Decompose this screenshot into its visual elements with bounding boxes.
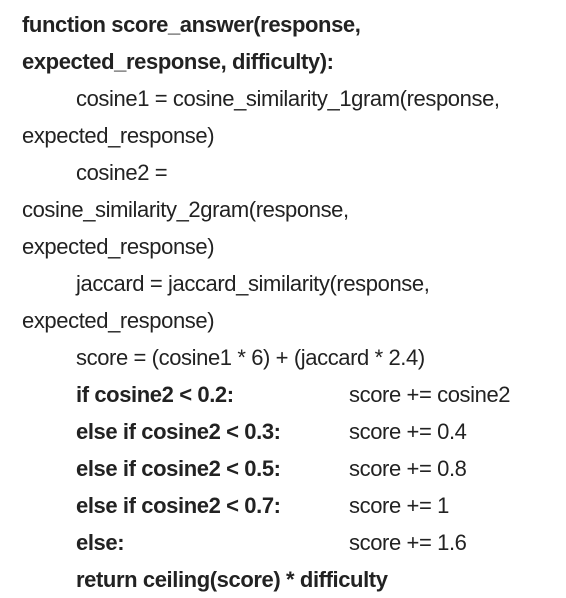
branch-condition: if cosine2 < 0.2: — [76, 376, 349, 413]
function-signature-line-2: expected_response, difficulty): — [22, 43, 562, 80]
branch-condition: else if cosine2 < 0.5: — [76, 450, 349, 487]
cosine1-assignment: cosine1 = cosine_similarity_1gram(respon… — [22, 80, 562, 117]
branch-row: else if cosine2 < 0.3: score += 0.4 — [22, 413, 562, 450]
branch-action: score += 1.6 — [349, 524, 467, 561]
branch-row: else: score += 1.6 — [22, 524, 562, 561]
branch-row: else if cosine2 < 0.7: score += 1 — [22, 487, 562, 524]
branch-action: score += 1 — [349, 487, 449, 524]
cosine2-assignment-args: expected_response) — [22, 228, 562, 265]
cosine2-assignment-continued: cosine_similarity_2gram(response, — [22, 191, 562, 228]
score-assignment: score = (cosine1 * 6) + (jaccard * 2.4) — [22, 339, 562, 376]
pseudocode-block: function score_answer(response, expected… — [22, 6, 562, 598]
branch-condition: else: — [76, 524, 349, 561]
branch-action: score += cosine2 — [349, 376, 510, 413]
branch-action: score += 0.8 — [349, 450, 467, 487]
return-line: return ceiling(score) * difficulty — [22, 561, 562, 598]
jaccard-assignment: jaccard = jaccard_similarity(response, — [22, 265, 562, 302]
cosine2-assignment: cosine2 = — [22, 154, 562, 191]
function-signature-line-1: function score_answer(response, — [22, 6, 562, 43]
jaccard-assignment-continued: expected_response) — [22, 302, 562, 339]
branch-condition: else if cosine2 < 0.7: — [76, 487, 349, 524]
branch-action: score += 0.4 — [349, 413, 467, 450]
branch-row: else if cosine2 < 0.5: score += 0.8 — [22, 450, 562, 487]
cosine1-assignment-continued: expected_response) — [22, 117, 562, 154]
branch-row: if cosine2 < 0.2: score += cosine2 — [22, 376, 562, 413]
branch-condition: else if cosine2 < 0.3: — [76, 413, 349, 450]
